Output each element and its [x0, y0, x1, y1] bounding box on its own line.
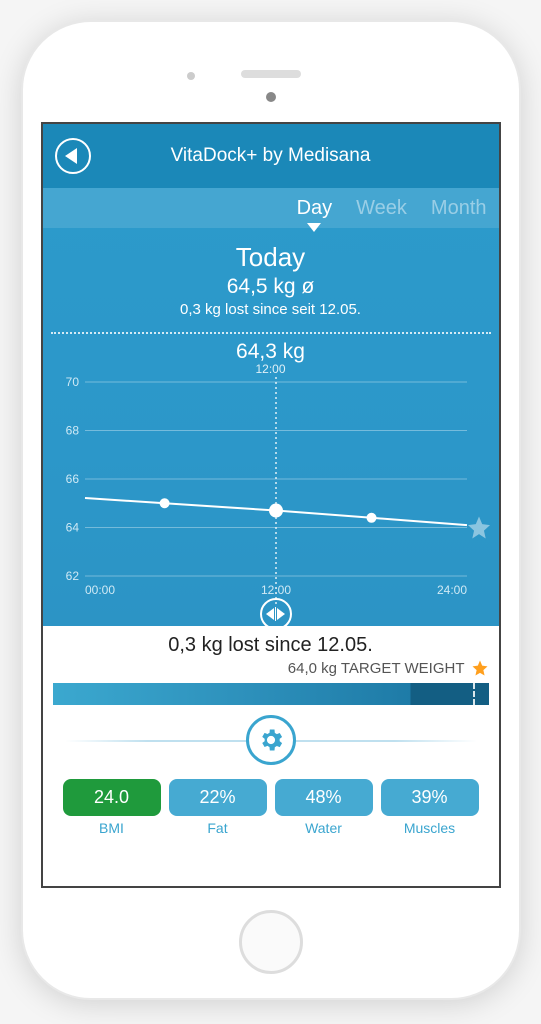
metric-fat[interactable]: 22% Fat	[169, 779, 267, 836]
period-label: Today	[51, 242, 491, 273]
home-button[interactable]	[239, 910, 303, 974]
metric-label: Water	[275, 820, 373, 836]
proximity-sensor	[187, 72, 195, 80]
metrics-row: 24.0 BMI 22% Fat 48% Water 39% Muscles	[53, 775, 489, 846]
svg-text:70: 70	[65, 376, 79, 389]
target-section: 0,3 kg lost since 12.05. 64,0 kg TARGET …	[43, 626, 499, 850]
delta-text: 0,3 kg lost since seit 12.05.	[51, 301, 491, 318]
metric-value: 22%	[169, 779, 267, 816]
svg-text:24:00: 24:00	[436, 583, 466, 597]
avg-weight: 64,5 kg ø	[51, 275, 491, 299]
chart-svg: 62 64 66 68 70 00:00 12:00 24:00	[51, 376, 491, 626]
metric-value: 39%	[381, 779, 479, 816]
settings-button[interactable]	[246, 715, 296, 765]
svg-text:66: 66	[65, 472, 79, 486]
target-weight: 64,0 kg TARGET WEIGHT	[288, 660, 465, 677]
gear-icon	[257, 726, 285, 754]
progress-bar	[53, 683, 489, 705]
target-delta: 0,3 kg lost since 12.05.	[53, 634, 489, 657]
screen: VitaDock+ by Medisana Day Week Month Tod…	[41, 122, 501, 888]
settings-row	[53, 705, 489, 775]
app-header: VitaDock+ by Medisana	[43, 124, 499, 188]
metric-label: Fat	[169, 820, 267, 836]
metric-bmi[interactable]: 24.0 BMI	[63, 779, 161, 836]
weight-chart[interactable]: 62 64 66 68 70 00:00 12:00 24:00	[51, 376, 491, 626]
metric-muscles[interactable]: 39% Muscles	[381, 779, 479, 836]
svg-text:12:00: 12:00	[260, 583, 290, 597]
weight-panel: Day Week Month Today 64,5 kg ø 0,3 kg lo…	[43, 188, 499, 626]
metric-label: BMI	[63, 820, 161, 836]
summary: Today 64,5 kg ø 0,3 kg lost since seit 1…	[43, 228, 499, 326]
star-icon	[471, 659, 489, 677]
current-time: 12:00	[43, 362, 499, 376]
phone-speaker	[241, 70, 301, 78]
app-title: VitaDock+ by Medisana	[55, 145, 487, 167]
metric-value: 48%	[275, 779, 373, 816]
current-weight: 64,3 kg	[43, 340, 499, 364]
metric-value: 24.0	[63, 779, 161, 816]
svg-text:00:00: 00:00	[85, 583, 115, 597]
tab-week[interactable]: Week	[356, 197, 407, 220]
period-tabs: Day Week Month	[43, 188, 499, 228]
scrub-handle[interactable]	[260, 598, 292, 630]
phone-frame: VitaDock+ by Medisana Day Week Month Tod…	[21, 20, 521, 1000]
back-button[interactable]	[55, 138, 91, 174]
tab-month[interactable]: Month	[431, 197, 487, 220]
metric-water[interactable]: 48% Water	[275, 779, 373, 836]
svg-text:64: 64	[65, 521, 79, 535]
target-weight-row: 64,0 kg TARGET WEIGHT	[53, 659, 489, 677]
metric-label: Muscles	[381, 820, 479, 836]
tab-day[interactable]: Day	[297, 197, 333, 220]
front-camera	[266, 92, 276, 102]
divider	[51, 332, 491, 334]
svg-text:62: 62	[65, 569, 79, 583]
svg-text:68: 68	[65, 424, 79, 438]
